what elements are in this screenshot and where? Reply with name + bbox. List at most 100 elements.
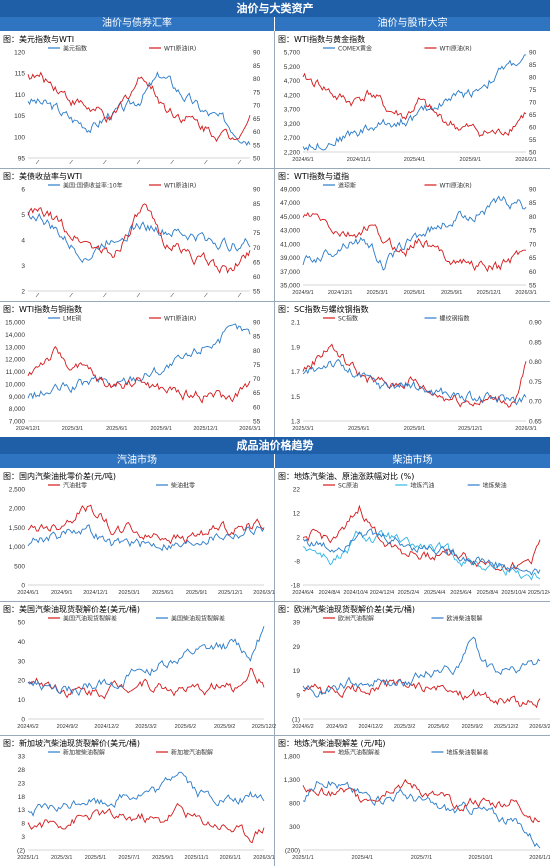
- chart-eu-crack: 图：欧洲汽柴油现货裂解价差(美元/桶) (1) 9 19 29 39 2024/6/2 20…: [275, 602, 550, 735]
- x-tick-label: 2025/7/1: [118, 855, 139, 861]
- y-tick-label-left: 105: [14, 113, 25, 120]
- y-tick-label-right: 85: [529, 62, 537, 69]
- legend-label: 美国柴油现货裂解差: [171, 615, 225, 623]
- x-tick-label: 2025/9/1: [152, 855, 173, 861]
- y-tick-label-right: 90: [529, 50, 537, 57]
- y-tick-label-left: 500: [14, 563, 25, 570]
- y-tick-label-right: 55: [529, 283, 537, 290]
- y-tick-label-left: 8,000: [9, 406, 26, 413]
- series-line: [27, 203, 251, 274]
- y-tick-label-left: 5,700: [284, 50, 301, 57]
- chart-svg: (1) 9 19 29 39 2024/6/2 2024/9/2 2024/12/2 2025/…: [292, 615, 550, 731]
- series-line: [302, 72, 527, 138]
- column-divider-top: [274, 31, 275, 437]
- chart-wti-dow: 图：WTI指数与道指 35,000 37,000 39,000 41,000 43,00…: [275, 169, 550, 301]
- y-tick-label-right: 70: [253, 103, 261, 110]
- chart-title: 图：WTI指数与黄金指数: [278, 35, 366, 44]
- legend-label: 美国:国债收益率:10年: [63, 182, 123, 190]
- x-tick-label: 2025/1/1: [292, 855, 313, 861]
- y-tick-label-left: 33: [18, 754, 26, 761]
- legend-label: SC指数: [338, 315, 358, 323]
- x-tick-label: 2026/3/1: [253, 590, 274, 596]
- series-line: [302, 343, 527, 408]
- x-tick-mark: [103, 292, 107, 298]
- y-tick-label-right: 0.70: [529, 399, 542, 406]
- x-tick-label: 2024/6/1: [292, 157, 313, 163]
- chart-domestic-spread: 图：国内汽柴油批零价差(元/吨) 0 500 1,000 1,500 2,000 2,50…: [0, 469, 275, 601]
- x-tick-label: 2024/12/2: [94, 724, 118, 730]
- chart-wti-copper: 图：WTI指数与铜指数 7,000 8,000 9,000 10,000 11,000 1…: [0, 302, 274, 437]
- y-tick-label-left: 47,000: [280, 200, 300, 207]
- subheader-gasoline: 汽油市场: [0, 454, 274, 468]
- x-tick-mark: [237, 292, 242, 298]
- x-tick-label: 2025/11/1: [185, 855, 209, 861]
- x-tick-label: 2024/6/2: [17, 724, 38, 730]
- y-tick-label-left: 29: [293, 644, 301, 651]
- y-tick-label-left: 1,300: [284, 777, 301, 784]
- y-tick-label-right: 85: [253, 63, 261, 70]
- y-tick-label-right: 75: [529, 87, 537, 94]
- y-tick-label-left: 10,000: [5, 381, 25, 388]
- y-tick-label-right: 85: [253, 334, 261, 341]
- chart-svg: 2 3 4 5 6 55 60 65 70 75 80 85 90 美国:国债收益率:10年 WTI原油(R…: [21, 182, 261, 298]
- x-tick-label: 2025/6/4: [450, 590, 471, 596]
- x-tick-label: 2024/9/1: [292, 290, 313, 296]
- y-tick-label-left: 40: [18, 639, 26, 646]
- x-tick-label: 2025/9/1: [186, 590, 207, 596]
- series-line: [27, 524, 265, 552]
- x-tick-label: 2025/9/2: [214, 724, 235, 730]
- row-divider-2: [0, 301, 550, 302]
- x-tick-label: 2025/6/1: [348, 426, 369, 432]
- y-tick-label-left: 115: [15, 71, 26, 78]
- y-tick-label-right: 0.90: [529, 320, 542, 327]
- y-tick-label-left: 28: [18, 767, 26, 774]
- legend-label: WTI原油(R): [164, 315, 196, 323]
- x-tick-label: 2025/12/1: [458, 426, 482, 432]
- y-tick-label-left: 4: [21, 238, 25, 245]
- y-tick-label-left: 2: [296, 535, 300, 542]
- section-header-assets: 油价与大类资产: [0, 0, 550, 17]
- y-tick-label-right: 55: [253, 142, 261, 149]
- chart-ust-wti: 图：美债收益率与WTI 2 3 4 5 6 55 60 65 70 75 80 85 90 美国:国债收益…: [0, 169, 274, 301]
- y-tick-label-left: 14,000: [5, 332, 25, 339]
- y-tick-label-left: 300: [289, 824, 300, 831]
- series-line: [302, 529, 541, 581]
- y-tick-label-left: 18: [18, 794, 26, 801]
- x-tick-label: 2024/12/1: [16, 426, 40, 432]
- x-tick-label: 2025/3/1: [62, 426, 83, 432]
- chart-title: 图：国内汽柴油批零价差(元/吨): [3, 472, 116, 481]
- series-line: [27, 71, 251, 143]
- x-tick-label: 2025/12/1: [477, 290, 501, 296]
- x-tick-label: 2025/9/1: [150, 426, 171, 432]
- chart-title: 图：WTI指数与道指: [278, 172, 350, 181]
- chart-title: 图：WTI指数与铜指数: [3, 305, 83, 314]
- x-tick-label: 2024/12/4: [370, 590, 394, 596]
- chart-us-crack: 图：美国汽柴油现货裂解价差(美元/桶) 0 10 20 30 40 50 2024/6/2 2…: [0, 602, 276, 735]
- y-tick-label-right: 0.80: [529, 359, 542, 366]
- x-tick-label: 2026/3/1: [515, 426, 536, 432]
- chart-sg-crack: 图：新加坡汽柴油现货裂解价(美元/桶) (2) 3 8 13 18 23 28 33 2025/…: [0, 736, 275, 866]
- y-tick-label-left: 5: [21, 212, 25, 219]
- y-tick-label-right: 65: [253, 116, 261, 123]
- legend-label: WTI原油(R): [164, 45, 196, 53]
- chart-title: 图：美元指数与WTI: [3, 35, 75, 44]
- chart-title: 图：地炼汽柴油、原油涨跌幅对比 (%): [278, 472, 415, 481]
- row-divider-3: [0, 601, 550, 602]
- chart-svg: 95 100 105 110 115 120 50 55 60 65 70 75 80 85 90 美元指数 W…: [14, 45, 261, 165]
- x-tick-label: 2024/11/1: [347, 157, 371, 163]
- series-line: [27, 211, 251, 264]
- y-tick-label-left: 100: [14, 134, 25, 141]
- x-tick-label: 2026/2/1: [515, 157, 536, 163]
- y-tick-label-right: 65: [529, 255, 537, 262]
- x-tick-mark: [204, 292, 208, 298]
- x-tick-label: 2025/1/1: [17, 855, 38, 861]
- y-tick-label-left: 2,700: [284, 135, 301, 142]
- y-tick-label-left: 110: [15, 92, 26, 99]
- y-tick-label-left: 13: [18, 807, 26, 814]
- x-tick-label: 2025/6/2: [175, 724, 196, 730]
- x-tick-label: 2026/3/2: [529, 724, 550, 730]
- x-tick-label: 2024/12/1: [328, 290, 352, 296]
- x-tick-mark: [35, 292, 40, 298]
- x-tick-label: 2026/1/1: [220, 855, 241, 861]
- chart-title: 图：SC指数与螺纹钢指数: [278, 305, 369, 314]
